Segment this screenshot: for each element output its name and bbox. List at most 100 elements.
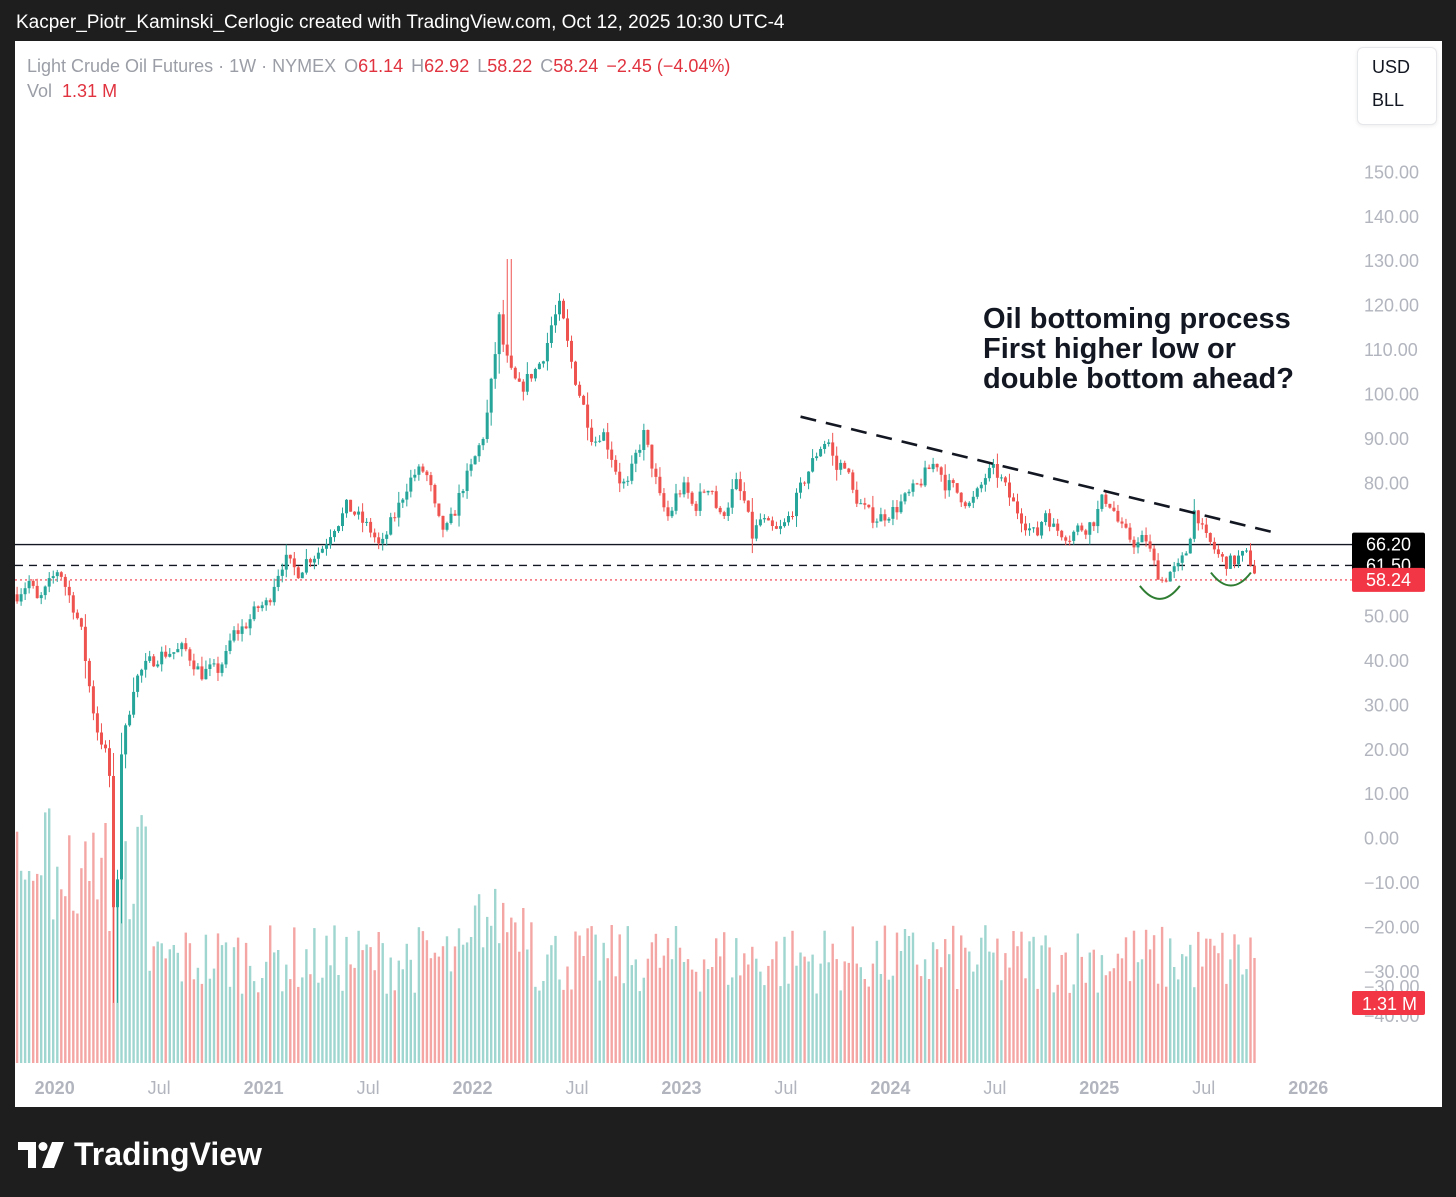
candlesticks: [15, 259, 1256, 1003]
volume-bar: [550, 945, 553, 1063]
candle: [433, 483, 437, 508]
volume-bar: [787, 983, 790, 1063]
volume-bar: [345, 936, 348, 1063]
candle: [694, 501, 698, 517]
unit-label[interactable]: BLL: [1372, 90, 1405, 110]
volume-bar: [514, 922, 517, 1063]
symbol-title: Light Crude Oil Futures · 1W · NYMEX: [27, 56, 337, 76]
chart-panel[interactable]: 150.00 140.00 130.00 120.00 110.00 100.00 90.0…: [15, 41, 1442, 1107]
volume-bar: [682, 962, 686, 1063]
low-marker-arc-2: [1210, 571, 1252, 587]
candle: [385, 531, 389, 546]
price-chart[interactable]: 150.00 140.00 130.00 120.00 110.00 100.00 90.0…: [15, 41, 1442, 1107]
time-tick-label: Jul: [148, 1078, 171, 1098]
volume-bar: [132, 903, 135, 1063]
candle: [1112, 501, 1116, 512]
volume-bar: [819, 963, 822, 1063]
volume-bar: [228, 986, 232, 1063]
candle: [819, 446, 823, 457]
candle: [851, 469, 855, 494]
candle: [787, 511, 790, 526]
time-axis[interactable]: 2020 Jul 2021 Jul 2022 Jul 2023 Jul 2024 Jul 2025 J…: [35, 1078, 1329, 1098]
candle: [622, 478, 626, 489]
candle: [312, 555, 316, 570]
candle: [895, 500, 899, 520]
candle: [337, 525, 340, 534]
volume-bar: [1140, 959, 1144, 1063]
candle: [260, 601, 264, 612]
candle: [927, 464, 931, 470]
candle: [770, 516, 774, 531]
volume-bar: [1004, 953, 1007, 1063]
volume-bar: [546, 954, 549, 1063]
volume-bar: [506, 932, 509, 1063]
descending-trendline[interactable]: [800, 415, 1274, 534]
candle: [718, 505, 722, 515]
candle: [1124, 518, 1128, 529]
candle: [875, 518, 879, 528]
candle: [272, 578, 276, 606]
candle: [284, 544, 288, 578]
volume-bar: [405, 943, 408, 1063]
candle: [1220, 551, 1224, 562]
volume-bar: [433, 952, 437, 1063]
currency-label[interactable]: USD: [1372, 57, 1411, 77]
volume-bar: [1205, 938, 1208, 1063]
candle: [437, 503, 441, 518]
candle: [562, 298, 565, 320]
candle: [525, 362, 529, 396]
volume-bar: [839, 990, 842, 1063]
volume-bar: [935, 949, 939, 1063]
candle: [389, 512, 393, 536]
volume-bar: [1253, 958, 1256, 1063]
candle: [1096, 500, 1100, 534]
candle: [1048, 508, 1052, 532]
volume-bar: [84, 841, 87, 1063]
close-value: 58.24: [553, 56, 599, 76]
volume-bar: [96, 899, 99, 1063]
candle: [839, 459, 843, 475]
volume-bar: [899, 951, 903, 1063]
price-tick-label: 110.00: [1364, 340, 1418, 360]
volume-bar: [578, 935, 581, 1063]
price-tag-66-20[interactable]: 66.20: [1352, 532, 1425, 557]
candle: [835, 446, 839, 481]
volume-bar: [606, 958, 609, 1063]
horizontal-levels: [15, 543, 1352, 581]
volume-bar: [960, 935, 963, 1063]
candle: [104, 740, 107, 753]
volume-bar: [1016, 946, 1019, 1063]
candle: [517, 372, 521, 382]
volume-bar: [40, 875, 43, 1063]
currency-unit-selector[interactable]: USD BLL: [1357, 47, 1437, 125]
candle: [300, 571, 304, 579]
candle: [899, 494, 903, 514]
annotation-line-3: double bottom ahead?: [983, 363, 1294, 395]
volume-bar: [204, 934, 208, 1063]
candle: [582, 394, 586, 406]
price-tag-58-24[interactable]: 58.24: [1352, 567, 1425, 592]
volume-bar: [1124, 937, 1128, 1063]
volume-bar: [490, 925, 493, 1063]
volume-bar: [1245, 969, 1248, 1063]
time-tick-label: 2026: [1288, 1078, 1328, 1098]
tradingview-wordmark: TradingView: [74, 1136, 262, 1172]
volume-bar: [244, 942, 248, 1063]
candle: [1076, 523, 1080, 536]
candle: [216, 656, 220, 681]
volume-bar: [574, 931, 577, 1063]
volume-bar: [996, 938, 999, 1063]
volume-bar: [570, 989, 573, 1063]
volume-bar: [1104, 975, 1108, 1063]
volume-bar: [152, 946, 155, 1063]
volume-bar: [678, 947, 682, 1063]
candle: [1100, 493, 1104, 512]
volume-bar: [1165, 986, 1168, 1063]
candle: [477, 443, 481, 462]
candle: [558, 293, 561, 321]
candle: [638, 444, 642, 458]
price-axis[interactable]: 150.00 140.00 130.00 120.00 110.00 100.00 90.0…: [1352, 162, 1425, 1026]
volume-bar: [333, 925, 336, 1063]
volume-bar: [224, 942, 228, 1063]
svg-text:66.20: 66.20: [1366, 535, 1411, 555]
